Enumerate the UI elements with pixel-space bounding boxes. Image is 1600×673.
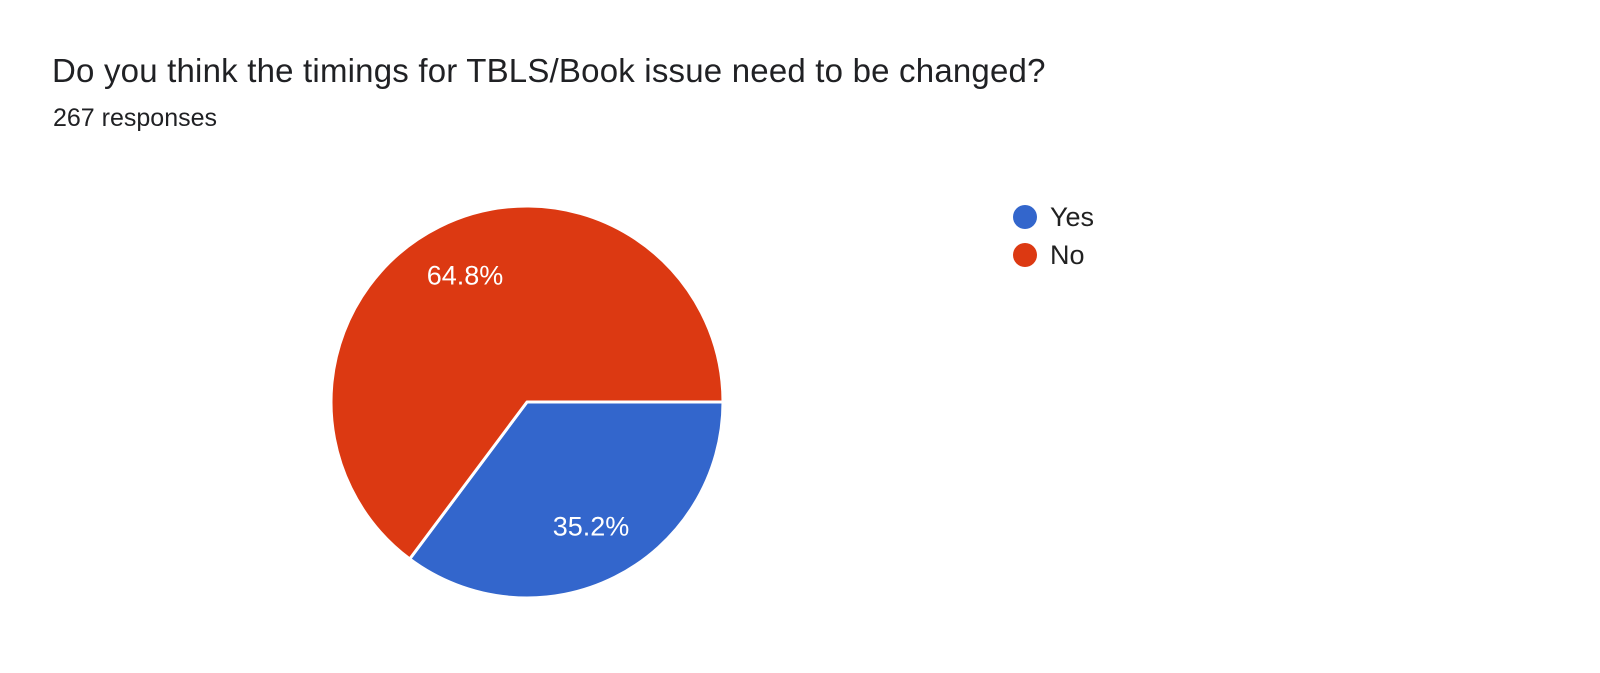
legend-label-yes: Yes xyxy=(1050,201,1095,232)
legend-label-no: No xyxy=(1050,239,1085,270)
legend-dot-yes-icon xyxy=(1013,205,1037,229)
pie-slice-no[interactable] xyxy=(329,204,725,561)
pie-chart xyxy=(325,200,729,604)
legend-dot-no-icon xyxy=(1013,243,1037,267)
question-title: Do you think the timings for TBLS/Book i… xyxy=(52,52,1046,89)
chart-legend: Yes No xyxy=(1013,202,1094,270)
responses-count: 267 responses xyxy=(53,104,218,132)
pie-slice-yes[interactable] xyxy=(408,400,725,600)
legend-item-yes: Yes xyxy=(1013,202,1094,232)
pie-chart-svg xyxy=(329,204,725,600)
legend-item-no: No xyxy=(1013,240,1094,270)
